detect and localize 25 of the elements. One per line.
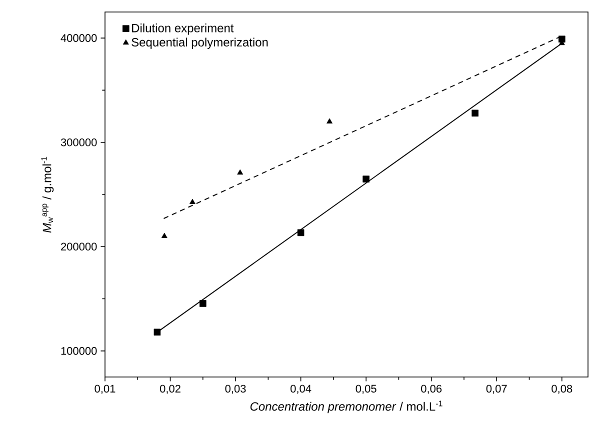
x-tick-label: 0,07 xyxy=(486,384,507,394)
point xyxy=(472,110,478,117)
y-tick-label: 100000 xyxy=(61,347,97,355)
point xyxy=(189,198,196,204)
point xyxy=(362,176,370,182)
point xyxy=(154,328,161,336)
x-axis-title: Concentration premonomer / mol.L$^{-1}$ xyxy=(250,400,442,414)
x-tick-label: 0,04 xyxy=(290,384,312,394)
legend-label: Dilution experiment xyxy=(132,24,234,35)
x-tick-label: 0,02 xyxy=(160,384,180,394)
x-tick-label: 0,01 xyxy=(94,384,116,394)
y-tick-label: 400000 xyxy=(60,34,97,42)
point xyxy=(237,169,244,175)
y-axis-title: M$_{w}$$^{app}$ / g.mol$^{-1}$ xyxy=(41,156,54,233)
y-tick-label: 300000 xyxy=(60,138,97,146)
x-tick-label: 0,06 xyxy=(421,384,442,394)
point xyxy=(200,300,206,307)
y-tick-label: 200000 xyxy=(61,242,97,251)
point xyxy=(297,229,304,236)
x-tick-label: 0,03 xyxy=(225,384,246,394)
x-tick-label: 0,08 xyxy=(552,384,572,394)
point xyxy=(326,118,332,124)
legend-label: Sequential polymerization xyxy=(132,38,268,49)
point xyxy=(161,232,168,238)
x-tick-label: 0,05 xyxy=(356,384,376,394)
